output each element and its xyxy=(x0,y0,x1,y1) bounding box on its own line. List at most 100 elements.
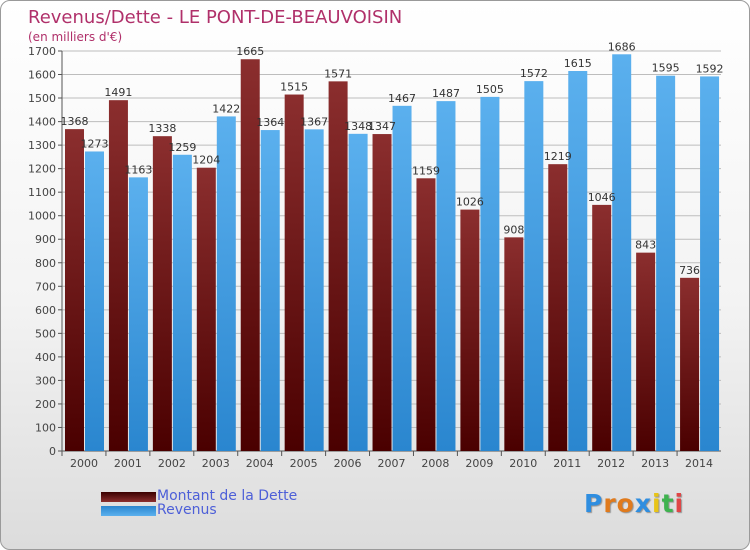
bar-dette xyxy=(504,237,524,451)
y-tick-label: 800 xyxy=(35,257,56,270)
data-label-revenus: 1505 xyxy=(476,83,504,96)
y-tick-label: 700 xyxy=(35,280,56,293)
data-label-revenus: 1592 xyxy=(696,62,724,75)
x-tick-label: 2006 xyxy=(334,457,362,470)
y-tick-label: 1700 xyxy=(28,45,56,58)
chart-title: Revenus/Dette - LE PONT-DE-BEAUVOISIN xyxy=(28,7,403,28)
y-tick-label: 100 xyxy=(35,421,56,434)
x-tick-label: 2000 xyxy=(70,457,98,470)
data-label-revenus: 1163 xyxy=(124,163,152,176)
bar-revenus xyxy=(304,129,324,451)
bar-revenus xyxy=(524,81,544,451)
data-label-dette: 1571 xyxy=(324,67,352,80)
bar-dette xyxy=(196,167,216,452)
legend-label-dette: Montant de la Dette xyxy=(157,488,298,504)
data-label-revenus: 1348 xyxy=(344,120,372,133)
data-label-dette: 1159 xyxy=(412,164,440,177)
y-tick-label: 1400 xyxy=(28,116,56,129)
x-tick-label: 2007 xyxy=(378,457,406,470)
data-label-revenus: 1259 xyxy=(168,141,196,154)
logo-letter: i xyxy=(674,489,685,518)
x-tick-label: 2012 xyxy=(597,457,625,470)
data-label-dette: 1491 xyxy=(104,86,132,99)
y-tick-label: 600 xyxy=(35,304,56,317)
bar-dette xyxy=(372,134,392,451)
bar-revenus xyxy=(85,151,104,451)
bar-revenus xyxy=(436,101,456,451)
data-label-dette: 843 xyxy=(635,239,656,252)
data-label-revenus: 1686 xyxy=(608,40,636,53)
x-tick-label: 2009 xyxy=(465,457,493,470)
bar-revenus xyxy=(260,130,280,451)
legend-swatch-dette xyxy=(101,492,156,502)
bar-revenus xyxy=(128,177,148,451)
bar-dette xyxy=(328,81,348,452)
data-label-dette: 1515 xyxy=(280,81,308,94)
data-label-dette: 908 xyxy=(503,223,524,236)
y-tick-label: 1100 xyxy=(28,186,56,199)
bar-revenus xyxy=(480,96,500,451)
data-label-revenus: 1615 xyxy=(564,57,592,70)
x-tick-label: 2002 xyxy=(158,457,186,470)
bar-dette xyxy=(240,59,260,452)
bar-revenus xyxy=(392,105,412,451)
logo-letter: P xyxy=(584,489,604,518)
logo-letter: t xyxy=(661,489,675,518)
logo-letter: r xyxy=(603,489,617,518)
bar-dette xyxy=(636,252,656,451)
x-tick-label: 2003 xyxy=(202,457,230,470)
x-tick-label: 2004 xyxy=(246,457,274,470)
legend-label-revenus: Revenus xyxy=(157,502,217,518)
y-tick-label: 1600 xyxy=(28,69,56,82)
y-tick-label: 1000 xyxy=(28,210,56,223)
bar-dette xyxy=(460,209,480,451)
bar-dette xyxy=(416,178,436,451)
bar-dette xyxy=(108,100,128,452)
bars xyxy=(65,54,720,452)
data-label-revenus: 1422 xyxy=(212,102,240,115)
x-tick-label: 2011 xyxy=(553,457,581,470)
logo-letter: o xyxy=(616,489,635,518)
y-tick-label: 400 xyxy=(35,351,56,364)
proxiti-logo: Proxiti xyxy=(584,489,684,518)
bar-dette xyxy=(284,94,304,451)
data-label-dette: 1338 xyxy=(148,122,176,135)
data-label-dette: 1204 xyxy=(192,154,220,167)
data-label-dette: 1219 xyxy=(544,150,572,163)
legend-swatch-revenus xyxy=(101,506,156,516)
y-tick-label: 1200 xyxy=(28,163,56,176)
bar-revenus xyxy=(172,154,192,451)
x-tick-label: 2001 xyxy=(114,457,142,470)
data-label-revenus: 1487 xyxy=(432,87,460,100)
axes: 0 100 200 300 400 500 600 700 800 900 1000 1100 1200… xyxy=(28,45,721,470)
data-label-revenus: 1572 xyxy=(520,67,548,80)
logo-letter: i xyxy=(652,489,662,518)
data-label-dette: 1347 xyxy=(368,120,396,133)
bar-revenus xyxy=(568,71,588,451)
x-tick-label: 2010 xyxy=(509,457,537,470)
y-tick-label: 0 xyxy=(49,445,56,458)
y-tick-label: 200 xyxy=(35,398,56,411)
chart-subtitle: (en milliers d'€) xyxy=(28,30,123,44)
data-label-revenus: 1595 xyxy=(652,62,680,75)
y-tick-label: 500 xyxy=(35,327,56,340)
bar-revenus xyxy=(216,116,236,451)
y-tick-label: 1300 xyxy=(28,139,56,152)
bar-dette xyxy=(680,277,700,451)
y-tick-label: 1500 xyxy=(28,92,56,105)
x-tick-label: 2014 xyxy=(685,457,713,470)
x-tick-label: 2013 xyxy=(641,457,669,470)
bar-dette xyxy=(65,129,84,451)
data-label-dette: 1026 xyxy=(456,196,484,209)
data-label-dette: 1665 xyxy=(236,45,264,58)
data-label-revenus: 1467 xyxy=(388,92,416,105)
data-label-dette: 1368 xyxy=(61,115,89,128)
data-label-revenus: 1364 xyxy=(256,116,284,129)
y-tick-label: 900 xyxy=(35,233,56,246)
bar-revenus xyxy=(700,76,720,451)
bar-revenus xyxy=(612,54,632,451)
bar-dette xyxy=(548,164,568,452)
logo-letter: x xyxy=(634,489,652,518)
